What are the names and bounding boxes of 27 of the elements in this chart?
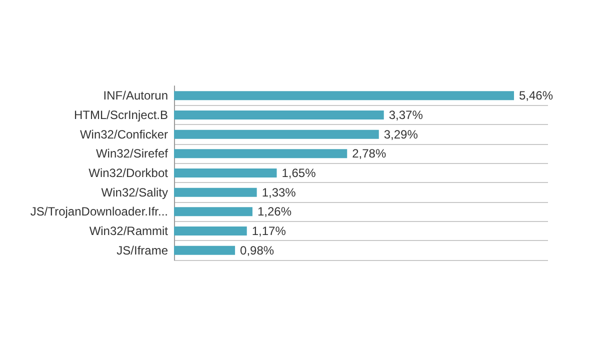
data-label: 1,26% [257, 204, 292, 219]
data-label: 1,17% [252, 224, 286, 238]
data-label: 2,78% [352, 146, 386, 161]
bar [174, 110, 384, 120]
data-label: 1,33% [262, 185, 296, 200]
y-tick-label: Win32/Sirefef [96, 146, 169, 161]
bar [174, 188, 257, 197]
data-label: 3,29% [384, 127, 418, 142]
data-label: 1,65% [282, 166, 316, 180]
y-tick-label: Win32/Rammit [89, 224, 169, 238]
bar [174, 91, 514, 100]
data-label: 5,46% [519, 88, 554, 103]
bar [174, 207, 252, 216]
y-tick-label: Win32/Dorkbot [88, 166, 169, 180]
y-tick-label: Win32/Conficker [80, 127, 168, 142]
bar [174, 130, 379, 139]
data-label: 3,37% [388, 108, 424, 122]
y-tick-label: JS/TrojanDownloader.Ifr... [30, 204, 168, 219]
bar [174, 168, 277, 178]
bar [174, 226, 247, 236]
y-tick-label: INF/Autorun [103, 88, 168, 103]
data-label: 0,98% [240, 243, 274, 258]
y-tick-label: Win32/Sality [101, 185, 168, 200]
bar [174, 149, 348, 158]
y-tick-label: HTML/ScrInject.B [74, 108, 168, 122]
bar [174, 246, 236, 255]
y-tick-label: JS/Iframe [116, 243, 168, 258]
